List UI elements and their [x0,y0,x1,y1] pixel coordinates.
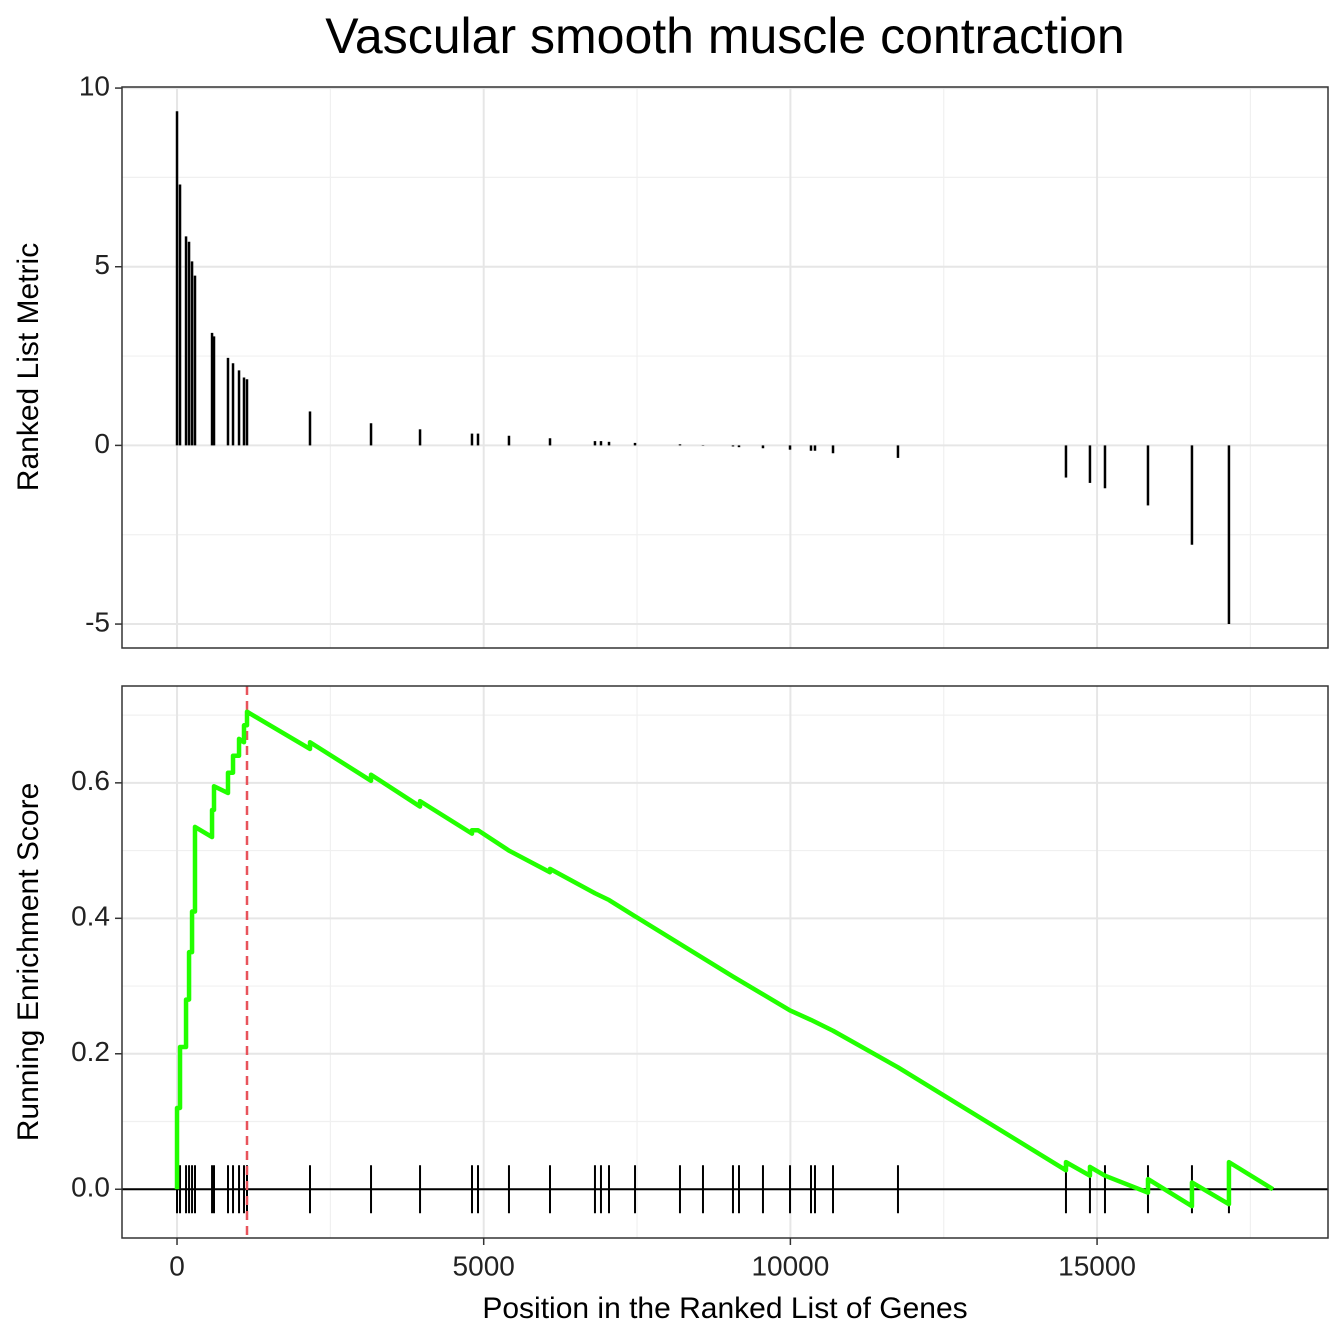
panel-border [121,86,1329,649]
y-tick-label: 0.6 [71,765,110,796]
chart-title: Vascular smooth muscle contraction [325,8,1124,64]
y-tick-label: 0.4 [71,901,110,932]
y-tick-label: 0 [94,428,110,459]
x-axis-title: Position in the Ranked List of Genes [482,1292,967,1325]
y-tick-label: 5 [94,249,110,280]
y-tick-label: -5 [85,606,110,637]
y-tick-label: 10 [79,70,110,101]
y-tick-label: 0.2 [71,1036,110,1067]
x-tick-label: 5000 [453,1250,515,1281]
x-tick-label: 10000 [751,1250,829,1281]
x-tick-label: 15000 [1058,1250,1136,1281]
y-axis-title: Ranked List Metric [12,243,45,491]
panel-border [121,685,1329,1239]
enrichment-line [174,709,1275,1209]
x-tick-label: 0 [169,1250,185,1281]
y-tick-label: 0.0 [71,1172,110,1203]
y-axis-title: Running Enrichment Score [12,783,45,1142]
